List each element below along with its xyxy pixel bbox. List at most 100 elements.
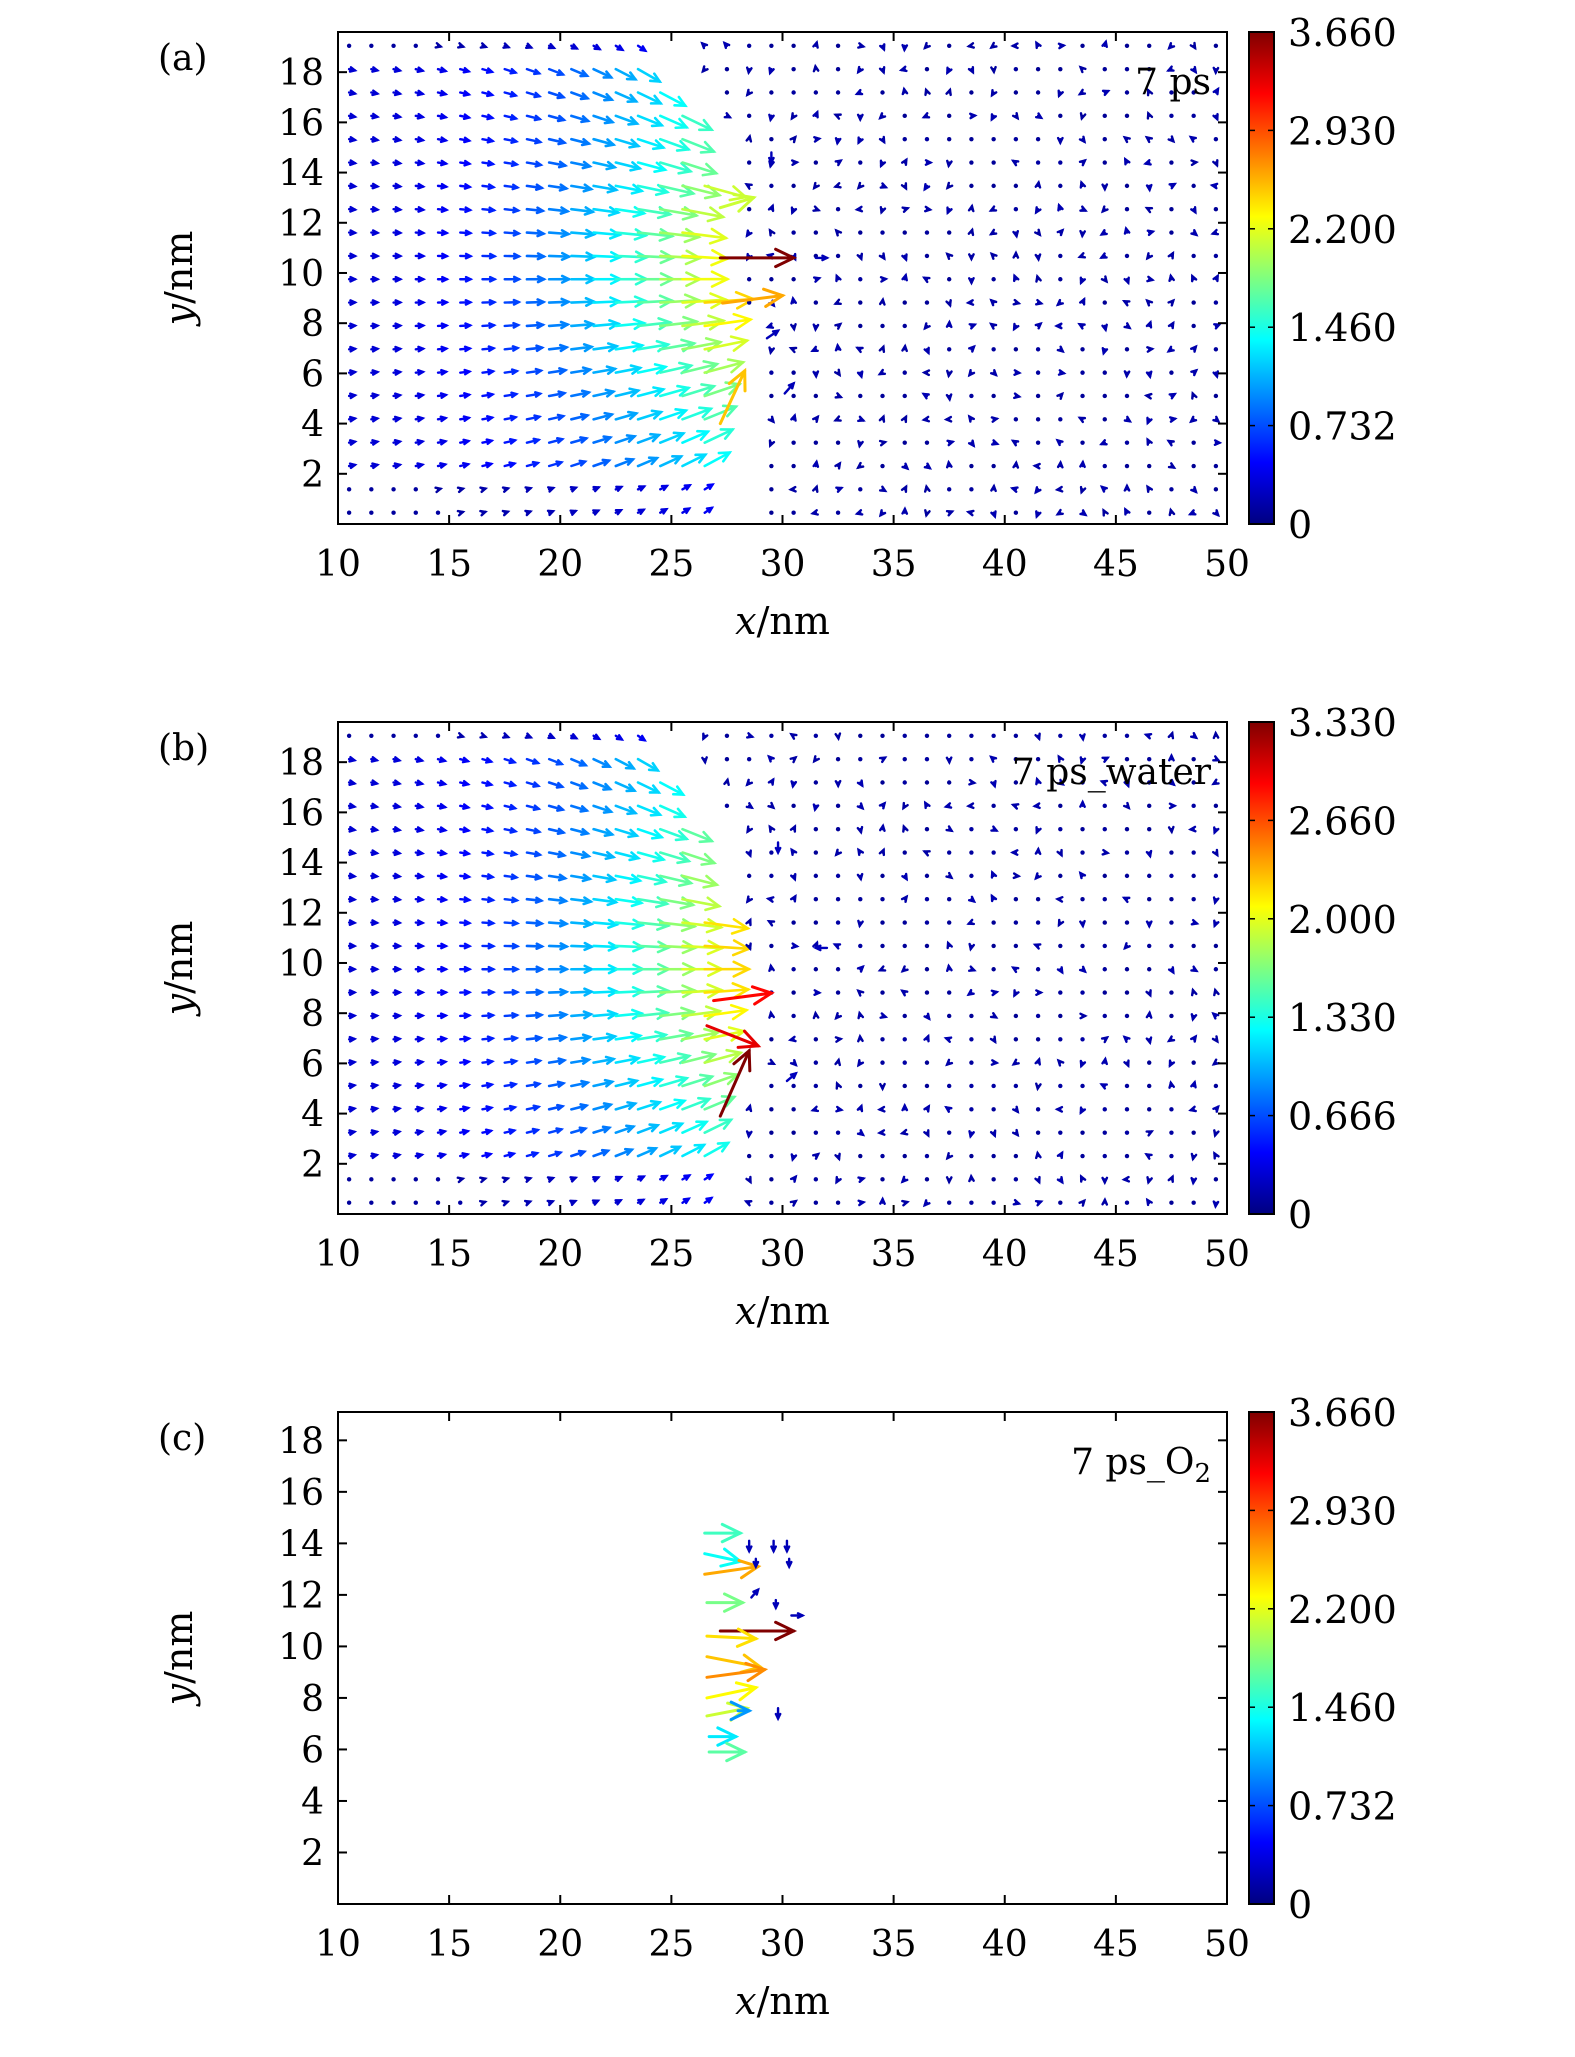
vector-arrow <box>1145 319 1153 329</box>
vector-arrow <box>547 42 557 50</box>
vector-arrow <box>524 509 533 517</box>
vector-arrow <box>1145 1197 1153 1207</box>
vector-arrow <box>835 873 841 879</box>
vector-arrow <box>636 91 664 105</box>
vector-arrow <box>346 733 352 739</box>
vector-arrow <box>570 873 593 883</box>
x-tick-label: 40 <box>982 544 1028 585</box>
vector-arrow <box>1013 1037 1019 1042</box>
x-tick-label: 15 <box>426 1924 472 1965</box>
vector-arrow <box>347 345 358 353</box>
vector-arrow <box>834 732 842 742</box>
vector-arrow <box>592 319 622 330</box>
vector-arrow <box>503 114 519 121</box>
vector-arrow <box>967 369 976 378</box>
vector-arrow <box>1034 321 1043 330</box>
vector-arrow <box>1012 872 1022 880</box>
vector-arrow <box>1168 753 1175 762</box>
vector-arrow <box>876 1129 886 1136</box>
vector-arrow <box>547 896 569 905</box>
vector-arrow <box>878 485 888 493</box>
vector-arrow <box>347 802 358 810</box>
vector-arrow <box>878 509 887 518</box>
annotation-text: 7 ps_water <box>1012 752 1212 793</box>
vector-arrow <box>902 136 907 142</box>
vector-arrow <box>945 181 954 190</box>
x-tick-label: 45 <box>1093 1924 1139 1965</box>
vector-arrow <box>392 872 403 880</box>
vector-arrow <box>547 343 570 353</box>
vector-arrow <box>1168 802 1178 810</box>
vector-arrow <box>479 732 489 739</box>
vector-arrow <box>1035 989 1044 996</box>
vector-arrow <box>877 368 887 376</box>
vector-arrow <box>946 113 952 119</box>
vector-arrow <box>501 1199 511 1207</box>
vector-arrow <box>878 823 886 832</box>
vector-arrow <box>392 159 403 167</box>
vector-arrow <box>898 65 908 73</box>
vector-arrow <box>1013 207 1019 212</box>
vector-arrow <box>503 827 519 834</box>
vector-arrow <box>900 965 909 973</box>
time-annotation: 7 ps_O2 <box>1071 1442 1211 1489</box>
vector-arrow <box>967 203 975 213</box>
vector-arrow <box>990 439 1000 446</box>
vector-arrow <box>900 157 908 167</box>
vector-arrow <box>614 1031 644 1043</box>
vector-arrow-highlight <box>718 1047 752 1118</box>
vector-arrow <box>592 1009 620 1020</box>
vector-arrow <box>858 1083 863 1089</box>
vector-arrow <box>901 343 908 353</box>
vector-arrow <box>902 1060 907 1065</box>
vector-arrow <box>436 182 449 190</box>
vector-arrow <box>658 137 692 152</box>
vector-arrow <box>525 252 547 261</box>
vector-arrow <box>1169 160 1174 165</box>
vector-arrow <box>547 229 572 239</box>
vector-arrow <box>924 300 930 305</box>
vector-arrow <box>1054 895 1064 903</box>
vector-arrow <box>681 896 723 912</box>
vector-arrow <box>1102 393 1107 399</box>
vector-arrow <box>525 988 545 996</box>
vector-arrow <box>436 756 448 764</box>
vector-arrow <box>392 849 403 857</box>
vector-arrow <box>790 847 798 857</box>
vector-arrow <box>1035 440 1041 445</box>
y-tick-label: 10 <box>278 944 324 985</box>
vector-arrow <box>880 230 885 235</box>
vector-arrow <box>414 756 425 763</box>
vector-arrow <box>614 485 624 492</box>
vector-arrow <box>967 414 976 423</box>
vector-arrow <box>658 384 692 398</box>
vector-arrow <box>1123 779 1130 789</box>
vector-arrow <box>1169 943 1174 949</box>
vector-arrow <box>1079 229 1087 239</box>
vector-arrow-highlight <box>707 1741 749 1763</box>
vector-arrow <box>459 206 473 214</box>
vector-arrow <box>946 159 953 169</box>
vector-arrow <box>991 1200 996 1205</box>
colorbar-tick-label: 0.732 <box>1288 405 1397 449</box>
vector-arrow <box>392 895 403 903</box>
vector-arrow <box>724 756 730 762</box>
vector-arrow <box>769 510 774 515</box>
vector-arrow <box>900 989 909 997</box>
vector-arrow <box>1102 300 1107 305</box>
vector-arrow <box>1190 1176 1198 1186</box>
vector-arrow <box>1034 253 1042 263</box>
vector-arrow <box>370 942 380 950</box>
vector-arrow <box>414 802 425 810</box>
vector-arrow <box>1145 370 1153 380</box>
vector-arrow <box>503 391 519 399</box>
vector-arrow <box>681 1197 692 1205</box>
vector-arrow <box>1167 462 1177 469</box>
vector-arrow <box>636 1099 663 1111</box>
vector-arrow <box>547 251 572 261</box>
vector-arrow <box>989 1035 997 1045</box>
vector-arrow <box>681 874 720 889</box>
vector-arrow <box>1079 112 1087 121</box>
vector-arrow <box>745 895 754 904</box>
vector-arrow <box>1079 733 1086 742</box>
